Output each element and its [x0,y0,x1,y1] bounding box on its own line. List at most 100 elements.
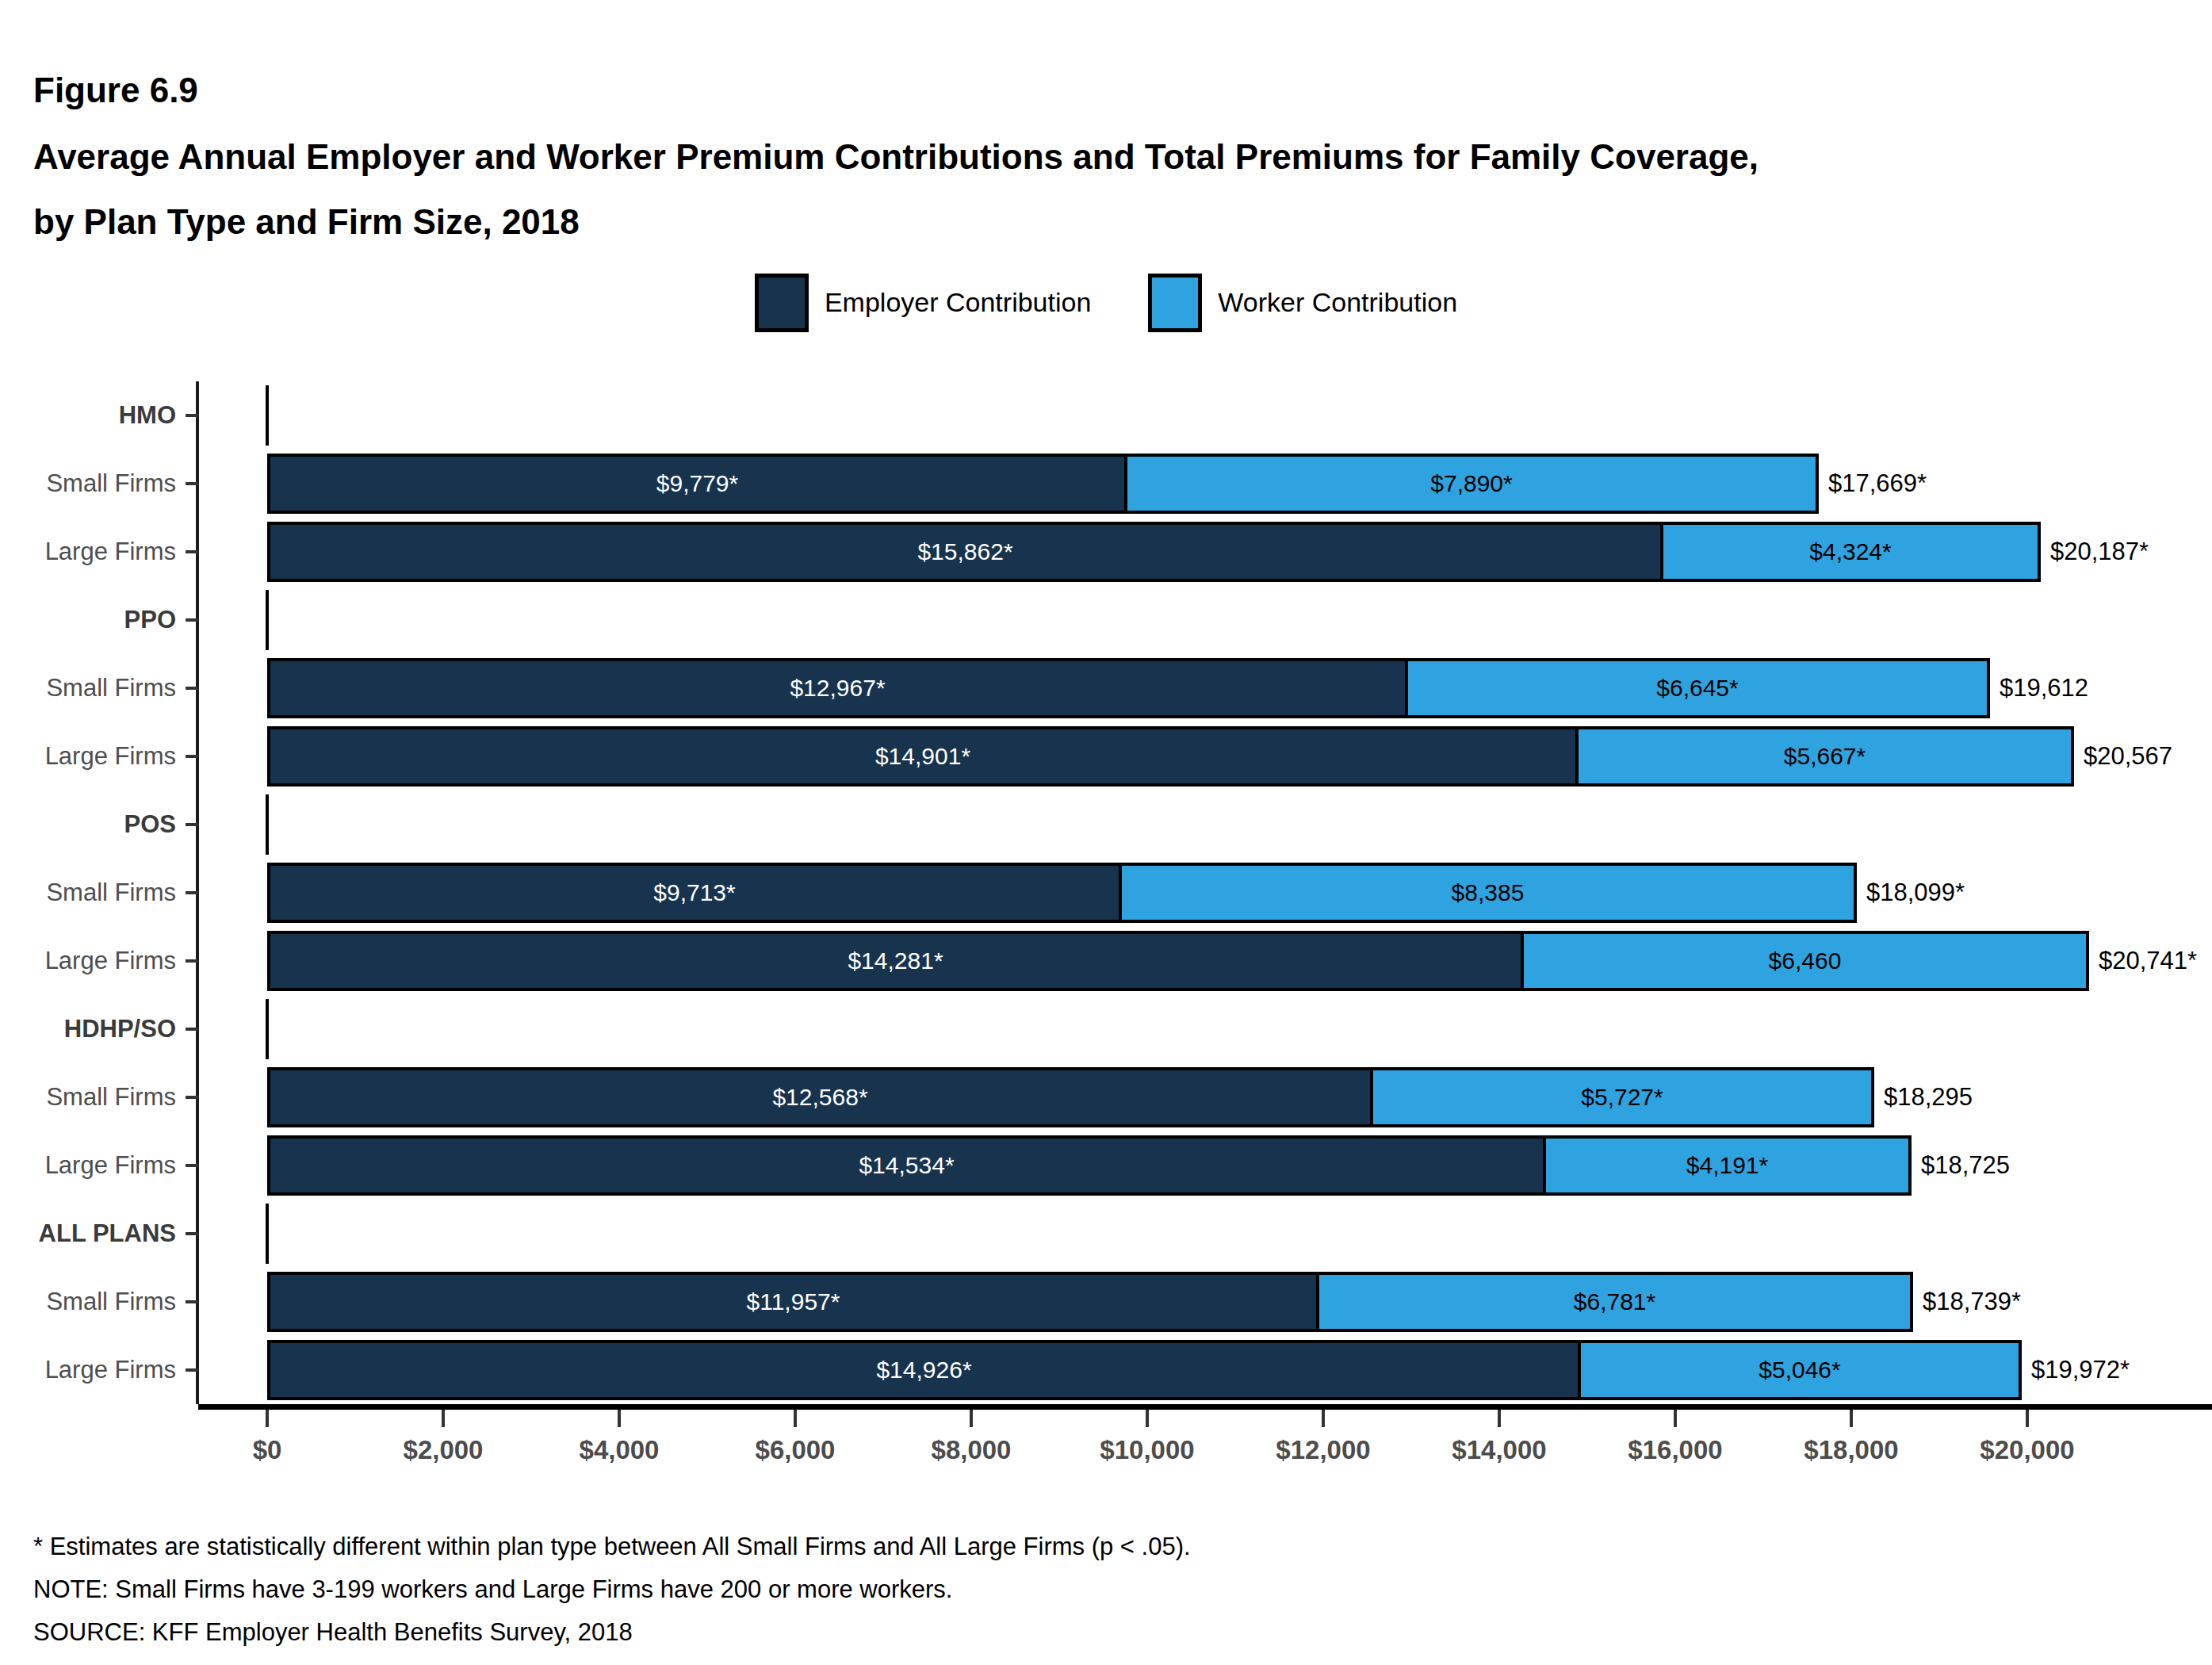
worker-segment: $7,890* [1124,454,1819,514]
zero-value-bar [266,999,269,1059]
bar-row: Small Firms$9,779*$7,890*$17,669* [0,450,2212,518]
stacked-bar: $14,281* $6,460 [267,931,2089,991]
bar-row: Large Firms$14,926*$5,046*$19,972* [0,1336,2212,1404]
total-value-label: $18,099* [1866,878,1965,907]
x-axis-tick [1322,1410,1325,1427]
x-axis-tick [1498,1410,1501,1427]
stacked-bar: $15,862* $4,324* [267,522,2041,582]
x-axis: $0$2,000$4,000$6,000$8,000$10,000$12,000… [198,1410,2212,1495]
bar-row: Small Firms $9,713*$8,385 $18,099* [0,859,2212,927]
employer-segment: $11,957* [267,1272,1319,1332]
y-axis-tick [186,414,198,417]
employer-segment: $9,779* [267,454,1127,514]
y-axis-tick [186,755,198,758]
plot-cell: $14,901*$5,667*$20,567 [198,722,2212,790]
worker-segment: $6,781* [1316,1272,1913,1332]
employer-segment: $14,901* [267,726,1579,787]
footnote-source: SOURCE: KFF Employer Health Benefits Sur… [33,1611,2212,1654]
employer-segment: $12,967* [267,658,1408,718]
group-label: PPO [0,586,198,654]
total-value-label: $18,725 [1921,1151,2010,1180]
row-label: Large Firms [0,1336,198,1404]
group-header-row: ALL PLANS [0,1200,2212,1268]
employer-value-label: $14,534* [859,1152,954,1179]
x-axis-tick-label: $0 [253,1435,282,1465]
footnote-note: NOTE: Small Firms have 3-199 workers and… [33,1568,2212,1611]
group-label: ALL PLANS [0,1200,198,1268]
x-axis-tick [1850,1410,1853,1427]
legend-label: Worker Contribution [1218,287,1457,318]
plot-cell: $14,926*$5,046*$19,972* [198,1336,2212,1404]
x-axis-tick [442,1410,445,1427]
x-axis-tick-label: $20,000 [1980,1435,2074,1465]
y-axis-tick [186,1096,198,1099]
bar-row: Small Firms$12,967*$6,645*$19,612 [0,654,2212,722]
group-label: POS [0,790,198,859]
worker-value-label: $5,727* [1581,1084,1663,1111]
worker-value-label: $6,460 [1769,947,1842,974]
legend-swatch [1148,274,1202,332]
stacked-bar: $14,926*$5,046* [267,1340,2022,1400]
worker-value-label: $4,324* [1809,538,1891,565]
x-axis-tick-label: $18,000 [1804,1435,1898,1465]
employer-segment: $12,568* [267,1067,1373,1127]
row-label: Small Firms [0,859,198,927]
plot-cell [198,586,2212,654]
worker-value-label: $5,046* [1759,1357,1840,1384]
x-axis-tick-label: $6,000 [756,1435,836,1465]
worker-segment: $4,324* [1660,522,2041,582]
worker-segment: $4,191* [1543,1135,1912,1196]
worker-segment: $5,667* [1575,726,2074,787]
zero-value-bar [266,794,269,855]
employer-segment: $15,862* [267,522,1663,582]
worker-segment: $8,385 [1119,863,1857,923]
y-axis-tick [186,1232,198,1235]
zero-value-bar [266,590,269,650]
legend-item: Employer Contribution [755,274,1091,332]
plot-cell: $14,534* $4,191* $18,725 [198,1131,2212,1200]
total-value-label: $18,739* [1923,1288,2021,1316]
y-axis-tick [186,482,198,485]
total-value-label: $20,187* [2050,538,2149,566]
plot-cell [198,790,2212,859]
worker-segment: $6,645* [1405,658,1990,718]
x-axis-tick [266,1410,269,1427]
worker-value-label: $5,667* [1784,743,1866,770]
x-axis-tick [1146,1410,1149,1427]
group-header-row: HMO [0,381,2212,450]
employer-value-label: $9,779* [656,470,738,497]
zero-value-bar [266,385,269,446]
legend-item: Worker Contribution [1148,274,1457,332]
row-label: Small Firms [0,1063,198,1131]
plot-cell: $9,713*$8,385 $18,099* [198,859,2212,927]
x-axis-tick-label: $14,000 [1452,1435,1546,1465]
y-axis-tick [186,687,198,690]
plot-cell: $14,281*$6,460$20,741* [198,927,2212,995]
employer-segment: $9,713* [267,863,1122,923]
plot-cell [198,995,2212,1063]
x-axis-tick-label: $12,000 [1276,1435,1370,1465]
legend-swatch [755,274,809,332]
y-axis-tick [186,823,198,826]
footnote-asterisk: * Estimates are statistically different … [33,1525,2212,1568]
footnotes: * Estimates are statistically different … [33,1525,2212,1654]
worker-value-label: $7,890* [1430,470,1512,497]
group-header-row: HDHP/SO [0,995,2212,1063]
x-axis-tick-label: $2,000 [404,1435,484,1465]
plot-cell [198,1200,2212,1268]
stacked-bar: $9,713*$8,385 [267,863,1857,923]
employer-value-label: $15,862* [917,538,1012,565]
zero-value-bar [266,1204,269,1264]
employer-value-label: $11,957* [747,1288,840,1315]
legend: Employer Contribution Worker Contribution [0,274,2212,332]
row-label: Large Firms [0,927,198,995]
stacked-bar: $11,957* $6,781* [267,1272,1913,1332]
employer-segment: $14,281* [267,931,1524,991]
worker-segment: $6,460 [1521,931,2089,991]
y-axis-tick [186,1028,198,1031]
worker-value-label: $6,645* [1656,675,1738,702]
total-value-label: $17,669* [1828,469,1927,498]
figure-label: Figure 6.9 [33,70,2212,112]
plot-cell: $12,967*$6,645*$19,612 [198,654,2212,722]
worker-value-label: $4,191* [1686,1152,1768,1179]
